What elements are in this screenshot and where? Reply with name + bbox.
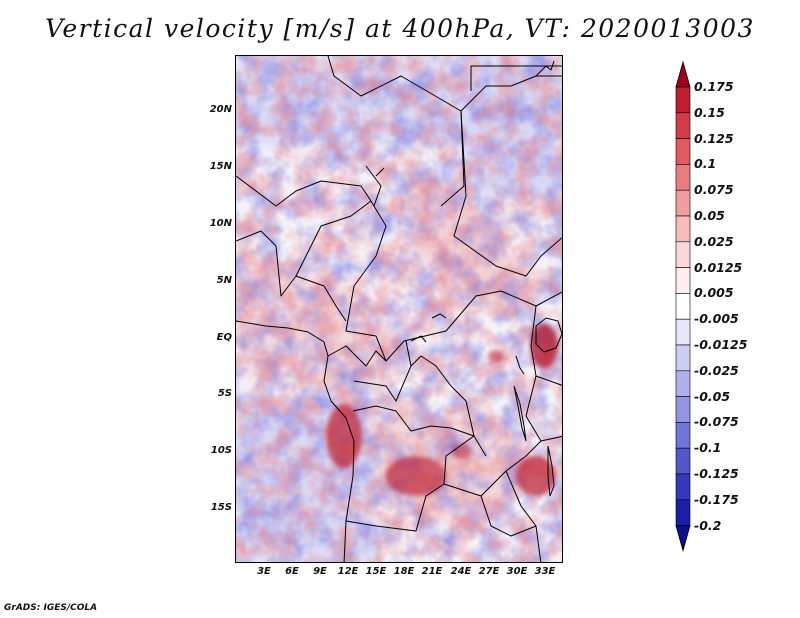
grads-credit: GrADS: IGES/COLA [4,603,98,613]
colorbar-segment [675,164,691,191]
hotspot-lake-victoria [530,324,558,368]
colorbar-level-label: 0.15 [694,104,725,120]
colorbar-segment [675,422,691,449]
colorbar-top-arrow [675,60,691,88]
lon-label-12e: 12E [337,566,359,577]
west-coastline [236,320,355,562]
colorbar-level-label: -0.125 [694,466,739,481]
colorbar-level-label: -0.075 [694,414,739,430]
colorbar-level-label: -0.05 [694,388,731,404]
velocity-map [236,56,562,562]
colorbar-level-label: 0.175 [694,79,734,94]
colorbar-level-label: 0.025 [694,233,734,249]
colorbar-segment [675,473,691,501]
lon-label-3e: 3E [257,566,271,577]
convective-hotspots [326,324,558,496]
colorbar-segment [675,189,691,217]
colorbar-segment [675,241,691,268]
lon-label-27e: 27E [478,566,500,577]
country-borders [236,56,562,562]
colorbar-segment [675,396,691,423]
colorbar-segment [675,112,691,139]
hotspot-angola-coast [326,404,362,468]
colorbar-level-label: -0.005 [694,311,739,327]
lon-label-18e: 18E [393,566,415,577]
lat-label-15s: 15S [210,502,232,513]
lat-label-5n: 5N [216,275,232,286]
lat-label-10s: 10S [210,445,232,456]
lon-label-24e: 24E [450,566,472,577]
colorbar-segment [675,370,691,397]
lat-label-10n: 10N [209,218,232,229]
lat-label-20n: 20N [209,104,232,115]
hotspot-zambia-malawi [516,456,556,496]
colorbar-level-label: 0.05 [694,208,725,223]
lake-victoria-outline [535,317,562,353]
colorbar-level-label: -0.2 [694,517,722,533]
lon-label-15e: 15E [365,566,387,577]
lat-label-15n: 15N [209,161,232,172]
lat-label-eq: EQ [216,332,232,343]
colorbar-segment [675,318,691,346]
colorbar-segment [675,138,691,165]
plot-title: Vertical velocity [m/s] at 400hPa, VT: 2… [45,14,755,43]
lon-label-6e: 6E [285,566,299,577]
map-frame [235,55,563,563]
lat-label-5s: 5S [217,388,232,399]
colorbar-level-label: -0.175 [694,491,739,507]
colorbar-segment [675,293,691,320]
lon-label-9e: 9E [313,566,327,577]
lon-label-33e: 33E [534,566,556,577]
colorbar-level-label: -0.0125 [694,337,748,352]
lake-tanganyika-outline [513,385,527,442]
colorbar-level-label: 0.125 [694,130,734,146]
colorbar-level-label: 0.005 [694,285,734,301]
lon-label-30e: 30E [506,566,528,577]
lon-label-21e: 21E [421,566,443,577]
colorbar-segment [675,267,691,294]
lake-malawi-outline [547,445,555,497]
colorbar-level-label: 0.075 [694,182,734,198]
lakes [410,313,562,497]
colorbar-level-label: -0.025 [694,362,739,378]
hotspot-central-angola [386,456,446,496]
colorbar-bottom-arrow [675,525,691,553]
colorbar-level-label: 0.1 [694,156,717,172]
colorbar [675,60,691,553]
colorbar-level-label: 0.0125 [694,259,743,275]
colorbar-segment [675,215,691,243]
colorbar-segment [675,447,691,475]
colorbar-level-label: -0.1 [694,440,722,456]
colorbar-segment [675,86,691,114]
colorbar-segment [675,344,691,372]
colorbar-segment [675,499,691,526]
